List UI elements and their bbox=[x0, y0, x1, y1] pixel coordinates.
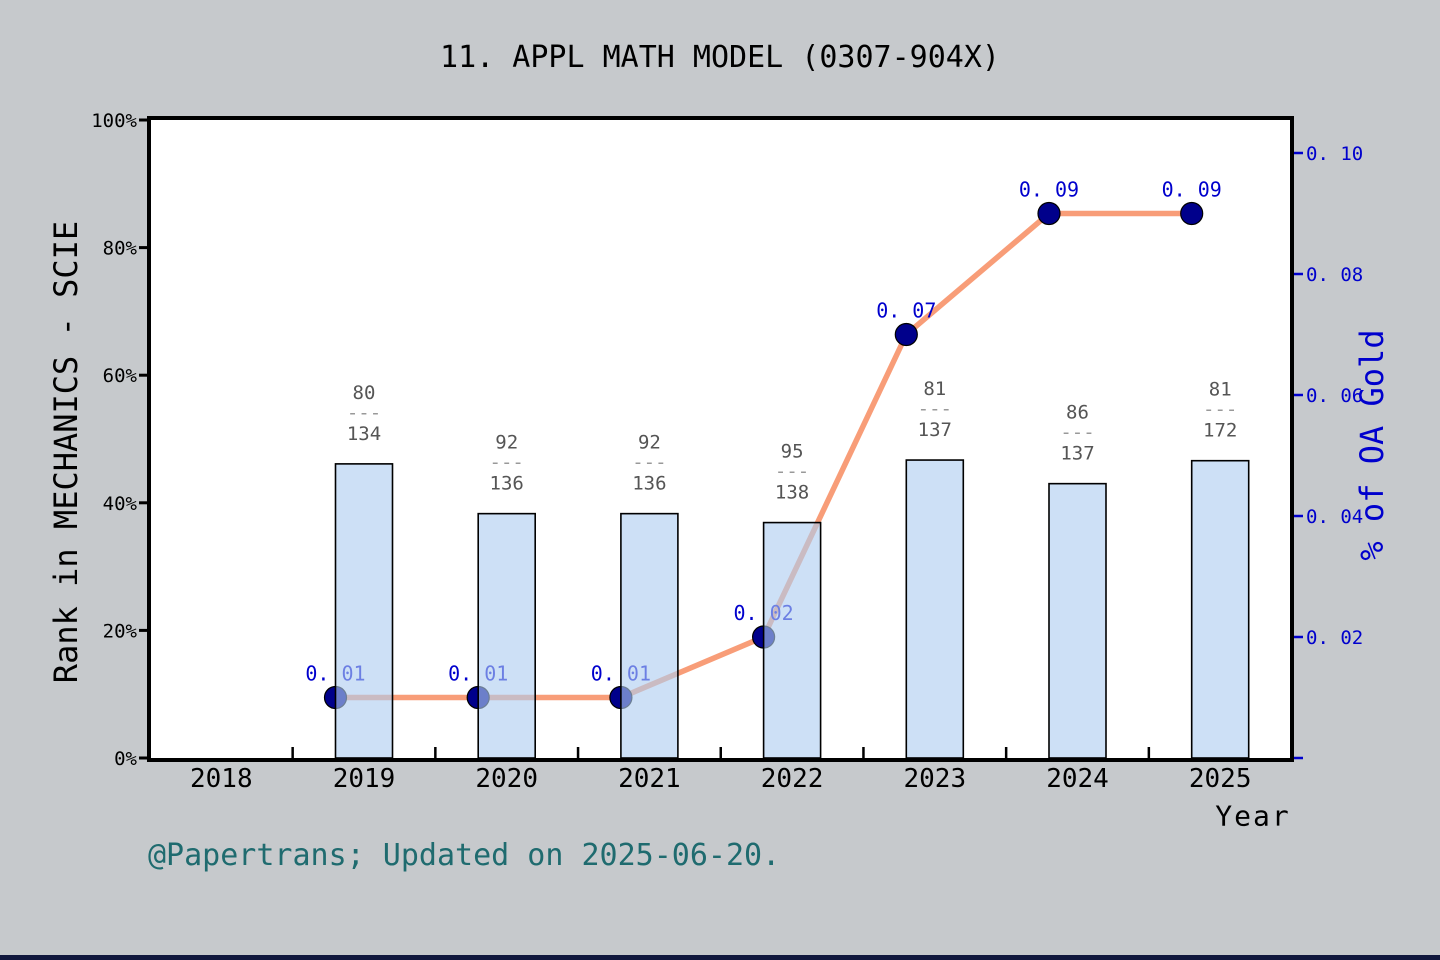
right-axis-tick-label: 0. 08 bbox=[1306, 264, 1363, 286]
bar-2024 bbox=[1048, 482, 1107, 759]
bar-fraction-numerator-2024: 86 bbox=[1066, 402, 1089, 424]
bar-fraction-numerator-2021: 92 bbox=[638, 432, 661, 454]
x-axis-tick-label: 2025 bbox=[1189, 764, 1252, 794]
bar-fraction-dash-2023: --- bbox=[918, 398, 952, 420]
bar-fraction-denominator-2021: 136 bbox=[632, 473, 666, 495]
window-edge-strip bbox=[0, 955, 1440, 960]
bar-fraction-denominator-2019: 134 bbox=[347, 423, 381, 445]
bar-2023 bbox=[905, 459, 965, 759]
bar-fraction-numerator-2022: 95 bbox=[781, 441, 804, 463]
right-axis-tick-label: 0. 02 bbox=[1306, 627, 1363, 649]
bar-fraction-dash-2024: --- bbox=[1060, 422, 1094, 444]
bar-fraction-numerator-2023: 81 bbox=[923, 378, 946, 400]
left-axis-tick-label: 0% bbox=[114, 748, 137, 770]
right-axis-tick-label: 0. 10 bbox=[1306, 143, 1363, 165]
bar-2020 bbox=[477, 512, 537, 759]
bar-fraction-denominator-2022: 138 bbox=[775, 482, 809, 504]
bar-fraction-dash-2019: --- bbox=[347, 402, 381, 424]
bar-2022 bbox=[762, 521, 822, 759]
point-label-2025: 0. 09 bbox=[1162, 178, 1222, 202]
right-axis-tick-label: 0. 04 bbox=[1306, 506, 1363, 528]
x-axis-tick-label: 2018 bbox=[190, 764, 253, 794]
bar-fraction-dash-2025: --- bbox=[1203, 399, 1237, 421]
bar-fraction-dash-2021: --- bbox=[632, 452, 666, 474]
bar-2021 bbox=[620, 512, 679, 759]
bar-fraction-denominator-2025: 172 bbox=[1203, 420, 1237, 442]
x-axis-tick-label: 2023 bbox=[903, 764, 966, 794]
point-label-2023: 0. 07 bbox=[876, 299, 936, 323]
bar-2025 bbox=[1190, 459, 1250, 759]
bar-fraction-denominator-2023: 137 bbox=[918, 419, 952, 441]
left-axis-tick-label: 60% bbox=[103, 365, 138, 387]
left-axis-tick-label: 40% bbox=[103, 493, 138, 515]
x-axis-tick-label: 2020 bbox=[475, 764, 538, 794]
chart-title: 11. APPL MATH MODEL (0307-904X) bbox=[440, 40, 1000, 75]
left-axis-tick-label: 80% bbox=[103, 238, 138, 260]
bar-fraction-dash-2022: --- bbox=[775, 461, 809, 483]
bar-fraction-denominator-2024: 137 bbox=[1060, 443, 1094, 465]
x-axis-title: Year bbox=[1215, 799, 1291, 833]
bar-fraction-numerator-2019: 80 bbox=[353, 382, 376, 404]
x-axis-tick-label: 2024 bbox=[1046, 764, 1109, 794]
annotation: @Papertrans; Updated on 2025-06-20. bbox=[148, 838, 781, 873]
line-point-2024 bbox=[1037, 201, 1061, 226]
x-axis-tick-label: 2021 bbox=[618, 764, 681, 794]
x-axis-tick-label: 2019 bbox=[333, 764, 396, 794]
axis-spines bbox=[147, 116, 1294, 762]
point-label-2024: 0. 09 bbox=[1019, 178, 1079, 202]
left-axis-tick-label: 100% bbox=[91, 110, 137, 132]
bar-fraction-dash-2020: --- bbox=[490, 452, 524, 474]
x-axis-tick-label: 2022 bbox=[761, 764, 824, 794]
right-axis-tick-label: 0. 06 bbox=[1306, 385, 1363, 407]
line-point-2023 bbox=[894, 322, 918, 347]
left-axis-tick-label: 20% bbox=[103, 620, 138, 642]
line-point-2025 bbox=[1180, 201, 1204, 226]
bar-fraction-denominator-2020: 136 bbox=[490, 473, 524, 495]
bar-fraction-numerator-2025: 81 bbox=[1209, 379, 1232, 401]
bar-2019 bbox=[334, 463, 394, 759]
bar-fraction-numerator-2020: 92 bbox=[495, 432, 518, 454]
